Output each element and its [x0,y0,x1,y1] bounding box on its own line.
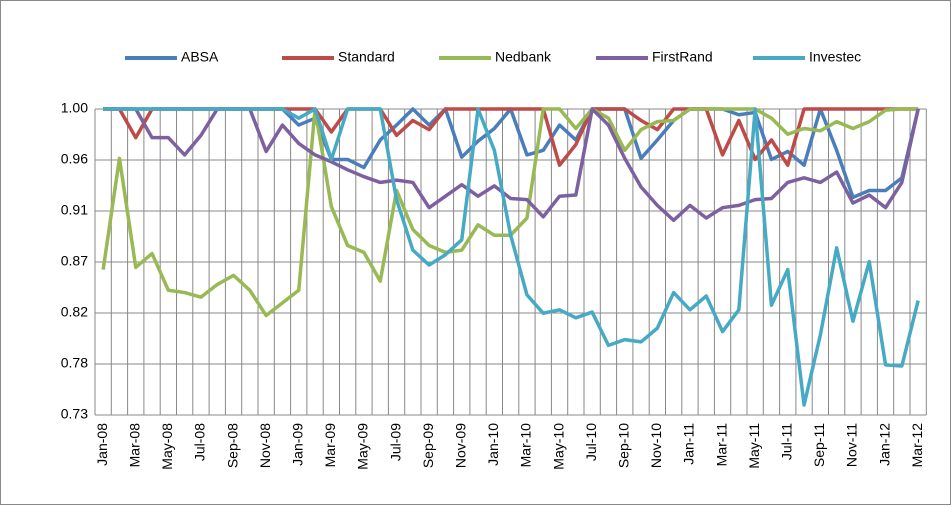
x-tick-label: Nov-10 [648,423,664,468]
x-tick-label: Jan-10 [485,423,501,466]
x-tick-label: May-08 [159,423,175,470]
legend-label: Nedbank [495,49,552,65]
legend-label: FirstRand [652,49,713,65]
x-tick-label: Sep-09 [420,423,436,468]
x-tick-label: Jan-09 [289,423,305,466]
y-tick-label: 0.78 [61,355,88,371]
legend-label: Standard [338,49,395,65]
x-tick-label: Jul-10 [583,423,599,461]
x-tick-label: Sep-10 [615,423,631,468]
x-tick-label: Jan-11 [681,423,697,465]
series-line [103,107,920,407]
legend-label: ABSA [181,49,219,65]
x-tick-label: Sep-11 [811,423,827,467]
x-tick-label: Mar-10 [518,423,534,468]
y-tick-label: 0.73 [61,406,88,422]
x-tick-label: May-11 [746,423,762,469]
x-tick-label: Mar-11 [713,423,729,467]
x-tick-label: Nov-09 [452,423,468,468]
x-tick-label: May-09 [355,423,371,470]
y-tick-label: 1.00 [61,100,88,116]
x-tick-label: Jul-08 [192,423,208,461]
x-tick-label: Jan-12 [876,423,892,466]
x-tick-label: Mar-09 [322,423,338,468]
x-tick-label: Jul-09 [387,423,403,461]
x-tick-label: Jan-08 [94,423,110,466]
x-tick-label: Nov-11 [844,423,860,467]
x-tick-label: Mar-12 [909,423,925,468]
y-tick-label: 0.87 [61,253,88,269]
x-tick-label: Nov-08 [257,423,273,468]
legend-label: Investec [809,49,861,65]
x-tick-label: Sep-08 [224,423,240,468]
x-tick-label: Jul-11 [778,423,794,460]
y-tick-label: 0.96 [61,151,88,167]
x-tick-label: May-10 [550,423,566,470]
y-tick-label: 0.82 [61,304,88,320]
y-tick-label: 0.91 [61,202,88,218]
x-tick-label: Mar-08 [126,423,142,468]
